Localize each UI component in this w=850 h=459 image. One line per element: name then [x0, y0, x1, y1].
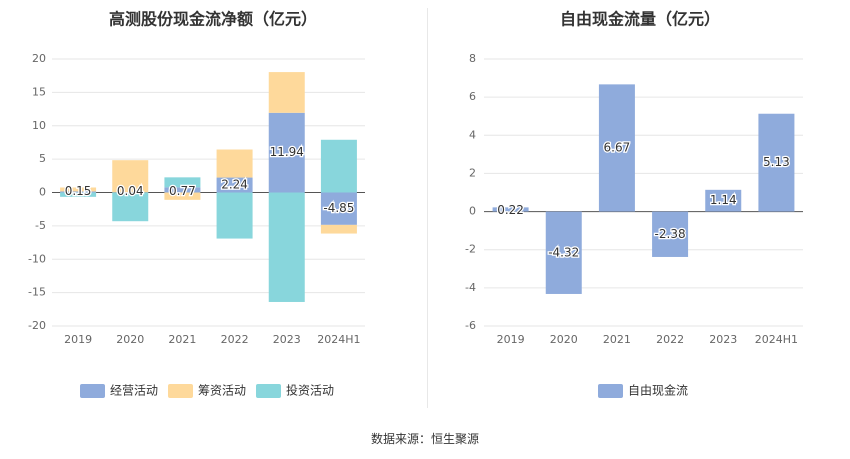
bar [216, 177, 253, 193]
bar [268, 192, 305, 302]
bar [164, 187, 201, 193]
bar [320, 224, 357, 234]
data-source-footnote: 数据来源：恒生聚源 [370, 432, 479, 446]
data-label: -4.85 [323, 201, 354, 215]
legend-swatch [80, 384, 105, 398]
y-tick-label: 5 [39, 152, 46, 165]
y-tick-label: 10 [32, 119, 46, 132]
bar [705, 189, 742, 212]
data-label: -4.32 [548, 245, 579, 259]
y-tick-label: -6 [465, 319, 476, 332]
data-label: -2.38 [655, 227, 686, 241]
bar [268, 72, 305, 113]
legend-swatch [168, 384, 193, 398]
data-label: 0.04 [117, 184, 144, 198]
y-tick-label: 2 [469, 166, 476, 179]
x-tick-label: 2023 [709, 333, 737, 346]
bar [268, 112, 305, 193]
data-label: 0.77 [169, 184, 196, 198]
bar [60, 191, 97, 193]
bar [758, 113, 795, 212]
y-tick-label: 8 [469, 52, 476, 65]
bar [652, 211, 689, 257]
legend-label: 经营活动 [110, 384, 158, 398]
y-tick-label: 15 [32, 85, 46, 98]
bar [216, 149, 253, 178]
bar [492, 207, 529, 212]
bar [164, 177, 201, 188]
data-label: 1.14 [710, 193, 737, 207]
y-tick-label: 4 [469, 128, 476, 141]
y-tick-label: 0 [39, 186, 46, 199]
y-tick-label: -5 [35, 219, 46, 232]
y-tick-label: -4 [465, 281, 476, 294]
y-tick-label: 6 [469, 90, 476, 103]
data-label: 2.24 [221, 178, 248, 192]
data-label: 0.15 [65, 184, 92, 198]
legend-label: 投资活动 [286, 383, 334, 398]
x-tick-label: 2024H1 [755, 333, 798, 346]
data-label: 11.94 [270, 145, 304, 159]
bar [545, 211, 582, 294]
legend-swatch [598, 384, 623, 398]
x-tick-label: 2022 [221, 333, 249, 346]
x-tick-label: 2019 [64, 333, 92, 346]
x-tick-label: 2024H1 [317, 333, 360, 346]
x-tick-label: 2020 [116, 333, 144, 346]
bar [60, 187, 97, 192]
bar [60, 192, 97, 197]
bar [216, 192, 253, 239]
x-tick-label: 2021 [603, 333, 631, 346]
data-label: 0.22 [497, 203, 524, 217]
x-tick-label: 2023 [273, 333, 301, 346]
legend-label: 筹资活动 [198, 384, 246, 398]
bar [320, 139, 357, 193]
y-tick-label: 20 [32, 52, 46, 65]
panel-divider [427, 8, 428, 408]
x-tick-label: 2019 [497, 333, 525, 346]
bar [164, 192, 201, 200]
y-tick-label: -20 [28, 319, 46, 332]
y-tick-label: -15 [28, 286, 46, 299]
bar [320, 192, 357, 225]
bar [112, 192, 149, 222]
bar [598, 84, 635, 212]
x-tick-label: 2020 [550, 333, 578, 346]
legend-label: 自由现金流 [628, 383, 688, 398]
y-tick-label: -2 [465, 243, 476, 256]
x-tick-label: 2022 [656, 333, 684, 346]
data-label: 6.67 [604, 140, 631, 154]
bar [112, 192, 149, 193]
x-tick-label: 2021 [168, 333, 196, 346]
y-tick-label: -10 [28, 252, 46, 265]
legend-swatch [256, 384, 281, 398]
data-label: 5.13 [763, 155, 790, 169]
chart-title: 自由现金流量（亿元） [560, 10, 720, 29]
chart-title: 高测股份现金流净额（亿元） [109, 10, 317, 29]
bar [112, 160, 149, 193]
y-tick-label: 0 [469, 205, 476, 218]
